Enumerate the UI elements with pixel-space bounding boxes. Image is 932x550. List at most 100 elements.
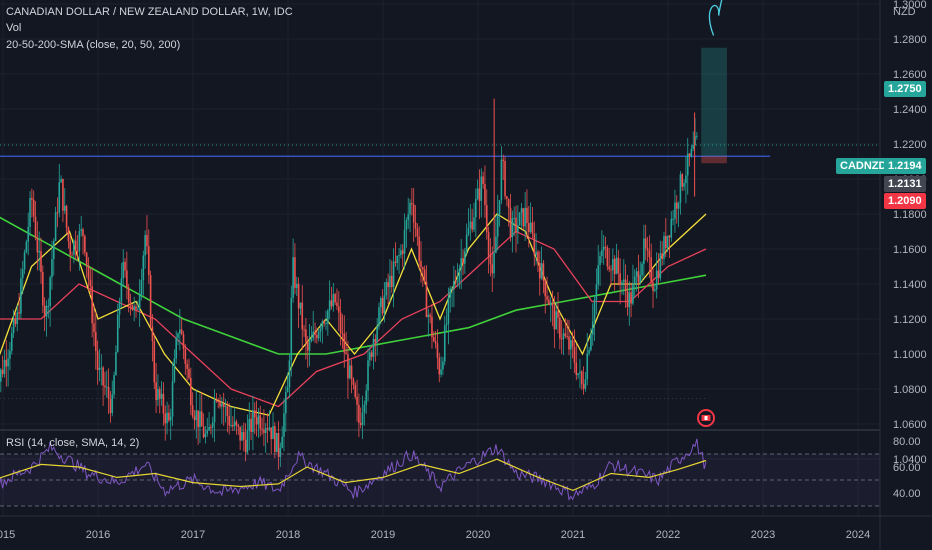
candle-body [522,208,525,227]
candle-body [464,251,466,264]
candle-body [363,404,366,413]
candle-body [551,302,554,307]
candle-body [135,306,137,310]
candle-body [213,400,216,423]
candle-body [462,258,464,264]
candle-body [480,176,483,201]
candle-body [422,267,424,270]
candle-body [171,381,174,417]
candle-body [21,269,24,279]
loss-zone [701,156,727,164]
candle-body [288,360,291,388]
candle-body [403,229,406,254]
target-price-tag: 1.2750 [884,81,926,97]
candle-body [73,240,75,255]
price-tick-label: 1.2600 [893,69,927,81]
candle-body [385,282,388,296]
candle-body [493,252,495,274]
candle-body [652,282,654,291]
candle-body [378,307,380,327]
candle-body [319,328,322,332]
candle-body [635,271,638,277]
candle-body [639,275,642,283]
candle-body [674,202,676,219]
candle-body [613,258,616,275]
candle-body [507,198,510,208]
candle-body [354,385,357,397]
candle-body [409,202,411,215]
candle-body [63,205,66,211]
candle-body [546,296,548,300]
time-tick-label: 2021 [561,529,585,541]
candle-body [332,294,335,307]
candle-body [58,182,61,213]
candle-body [301,302,304,330]
candle-body [131,304,134,310]
candle-body [610,269,612,271]
price-tick-label: 1.1800 [893,209,927,221]
candle-body [67,227,70,242]
candle-body [343,333,346,353]
candle-body [628,292,631,308]
candle-body [374,338,377,342]
candle-body [606,247,609,267]
candle-body [593,299,596,322]
candle-body [469,221,472,228]
candle-body [580,371,583,385]
candle-body [484,184,486,206]
candle-body [685,175,687,184]
candle-body [71,254,73,256]
candle-body [482,176,484,185]
candle-body [244,439,247,453]
candle-body [557,311,559,318]
price-tick-label: 1.0400 [893,454,927,466]
candle-body [248,418,251,431]
candle-body [400,250,402,256]
candle-body [228,415,230,426]
candle-body [460,258,462,269]
candle-body [60,178,62,183]
candle-body [414,222,417,229]
candle-body [164,413,167,424]
candle-body [590,334,592,351]
candle-body [458,268,461,282]
candle-body [655,270,658,290]
candle-body [442,361,444,370]
symbol-tag: CADNZD [836,158,891,174]
rsi-pane [0,438,880,507]
candle-body [542,263,545,281]
candle-body [279,447,282,457]
candle-body [325,323,327,325]
candle-body [115,351,117,376]
candle-body [89,279,92,287]
candle-body [210,426,212,428]
candle-body [475,198,477,218]
candle-body [595,284,598,300]
candle-body [383,295,386,314]
candle-body [407,214,410,221]
candle-body [582,384,585,389]
candle-body [392,261,395,288]
candle-body [120,278,123,302]
candle-body [221,403,223,407]
candle-body [679,174,682,203]
candle-body [9,350,11,359]
candle-body [485,205,488,233]
candle-body [675,202,678,209]
candle-body [361,412,364,425]
candle-body [104,385,106,388]
candle-body [149,275,152,327]
candle-body [597,265,600,285]
candle-body [451,287,453,289]
candle-body [637,271,640,283]
candle-body [337,306,340,313]
candle-body [500,159,503,201]
price-tick-label: 1.1200 [893,314,927,326]
candle-body [449,288,452,298]
candle-body [3,359,6,374]
candle-body [336,302,338,307]
candle-body [250,418,252,432]
candle-body [204,433,207,438]
candle-body [380,298,382,308]
